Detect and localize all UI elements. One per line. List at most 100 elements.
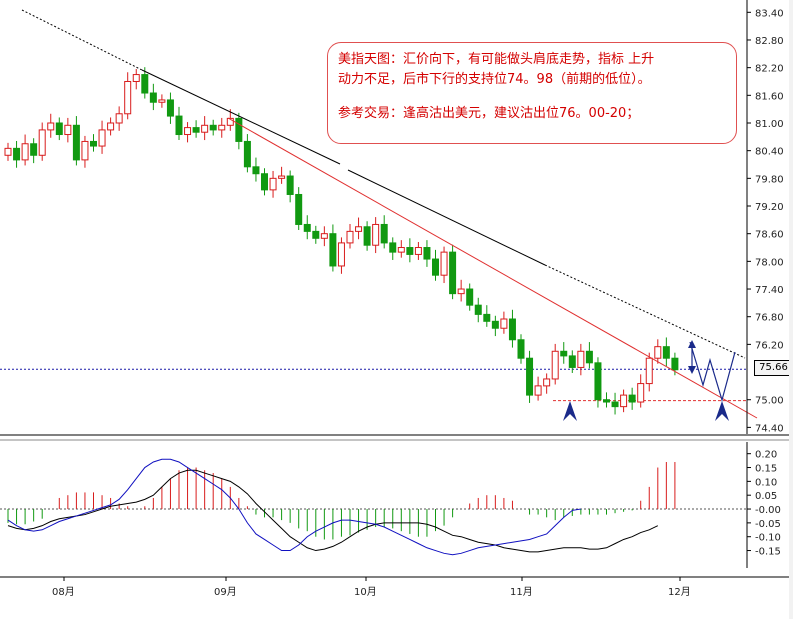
candle-up — [132, 74, 140, 82]
candle-up — [4, 147, 12, 156]
candle-down — [286, 175, 294, 195]
candle-up — [184, 127, 192, 136]
candle-up — [47, 122, 55, 131]
candle-down — [662, 346, 670, 359]
candle-down — [329, 233, 337, 267]
candle-up — [543, 378, 551, 387]
date-label: 12月 — [668, 586, 691, 598]
price-candles — [4, 67, 679, 415]
date-label: 11月 — [510, 586, 533, 598]
candle-up — [654, 346, 662, 359]
candle-up — [457, 288, 465, 295]
candle-down — [149, 92, 157, 103]
analysis-note-line1: 美指天图：汇价向下，有可能做头肩底走势，指标 上升 — [338, 52, 655, 67]
candle-up — [107, 122, 115, 131]
candle-down — [30, 143, 38, 156]
macd-tick-label: -0.10 — [755, 533, 781, 544]
candle-up — [38, 129, 46, 156]
candle-up — [124, 80, 132, 115]
candle-down — [508, 318, 516, 341]
price-tick-label: 81.60 — [755, 91, 784, 102]
candle-down — [312, 230, 320, 239]
analysis-note-line2: 动力不足，后市下行的支持位74。98（前期的低位）。 — [338, 72, 651, 87]
price-tick-label: 83.40 — [755, 8, 784, 19]
candle-up — [201, 124, 209, 133]
candle-down — [209, 124, 217, 131]
candle-up — [645, 357, 653, 385]
candle-down — [585, 350, 593, 364]
candle-down — [380, 223, 388, 244]
candle-up — [320, 233, 328, 239]
candle-up — [500, 318, 508, 329]
macd-line — [7, 469, 659, 553]
candle-up — [278, 175, 286, 179]
price-tick-label: 79.80 — [755, 174, 784, 185]
candle-up — [372, 223, 380, 246]
candle-down — [423, 247, 431, 260]
macd-tick-label: -0.00 — [755, 505, 781, 516]
candle-up — [158, 99, 166, 103]
macd-tick-label: 0.10 — [755, 477, 777, 488]
price-tick-label: 82.80 — [755, 36, 784, 47]
candle-up — [21, 143, 29, 161]
candle-down — [466, 288, 474, 306]
candle-up — [218, 124, 226, 131]
candle-down — [568, 355, 576, 368]
candle-down — [474, 304, 482, 315]
arrow-down-head — [688, 366, 696, 374]
date-label: 08月 — [52, 586, 75, 598]
pointer-arrow — [563, 401, 577, 421]
candle-down — [432, 258, 439, 276]
candle-up — [534, 385, 542, 396]
candle-down — [175, 115, 183, 136]
price-tick-label: 76.80 — [755, 313, 784, 324]
macd-tick-label: 0.20 — [755, 450, 777, 461]
candle-up — [637, 383, 645, 403]
candle-up — [551, 350, 559, 380]
scrollbar-edge — [789, 0, 793, 619]
upper-trendline — [141, 69, 341, 165]
candle-down — [363, 226, 371, 246]
candle-up — [620, 394, 628, 408]
macd-tick-label: -0.15 — [755, 547, 781, 558]
price-tick-label: 81.00 — [755, 119, 784, 130]
candle-up — [355, 226, 363, 232]
candle-down — [671, 357, 679, 371]
candle-down — [526, 357, 534, 396]
upper-trendline-2 — [347, 169, 546, 266]
candle-down — [261, 173, 268, 191]
candle-up — [115, 113, 123, 124]
candle-down — [141, 74, 149, 94]
candle-up — [64, 124, 72, 136]
candle-down — [603, 399, 610, 403]
price-tick-label: 76.20 — [755, 340, 784, 351]
candle-down — [560, 350, 568, 357]
date-label: 10月 — [354, 586, 377, 598]
candle-up — [346, 230, 354, 244]
candle-up — [81, 140, 89, 161]
candle-up — [98, 129, 106, 147]
macd-tick-label: 0.05 — [755, 491, 777, 502]
main-price-grid — [0, 368, 747, 402]
candle-down — [295, 193, 303, 225]
candle-down — [628, 394, 636, 403]
candle-down — [389, 242, 397, 253]
price-tick-label: 79.20 — [755, 202, 784, 213]
candle-down — [55, 122, 63, 136]
price-tick-label: 78.00 — [755, 257, 784, 268]
candle-down — [594, 362, 602, 401]
candle-down — [72, 124, 80, 161]
trend-lines — [21, 9, 758, 421]
candle-up — [414, 247, 422, 255]
candle-up — [226, 117, 234, 126]
candle-down — [483, 313, 491, 322]
candle-up — [337, 242, 345, 267]
candle-down — [449, 251, 457, 295]
candle-down — [166, 99, 174, 117]
candle-down — [491, 320, 499, 329]
lower-trendline — [227, 117, 758, 419]
candle-up — [397, 247, 405, 253]
date-label: 09月 — [214, 586, 237, 598]
analysis-note: 美指天图：汇价向下，有可能做头肩底走势，指标 上升 动力不足，后市下行的支持位7… — [327, 42, 737, 144]
candle-down — [192, 127, 200, 133]
